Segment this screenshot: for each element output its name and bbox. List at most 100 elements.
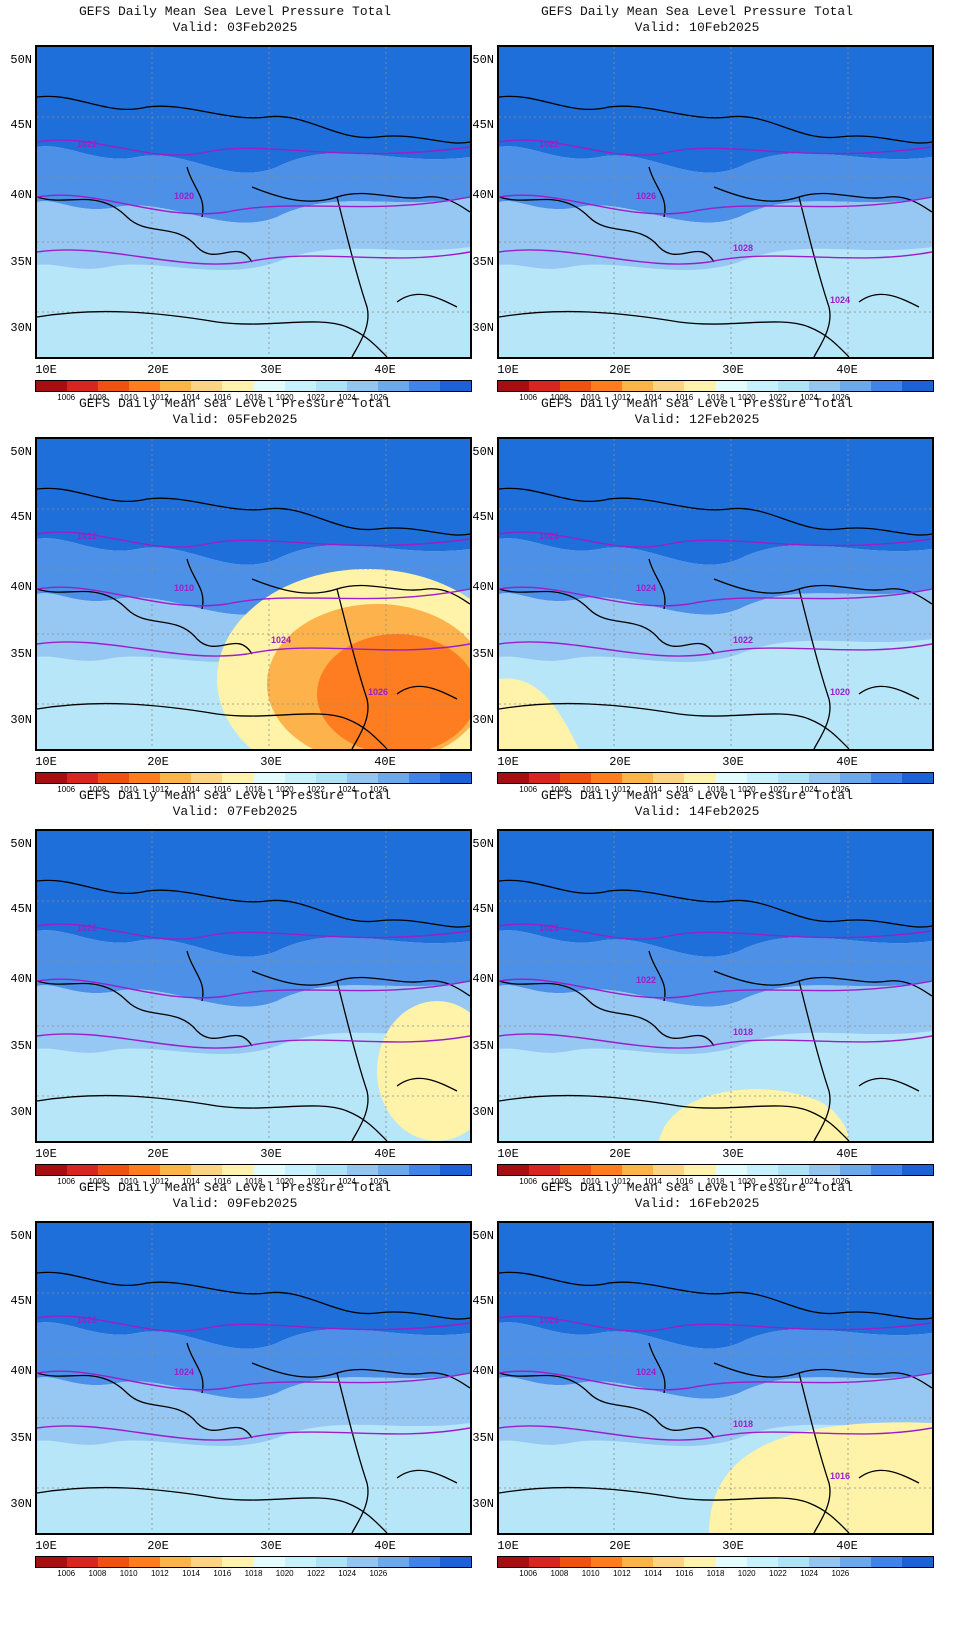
longitude-label: 40E — [374, 363, 396, 377]
longitude-label: 10E — [35, 363, 57, 377]
latitude-label: 40N — [10, 580, 32, 594]
colorbar-segment — [98, 381, 130, 391]
latitude-label: 50N — [472, 837, 494, 851]
map-panel: GEFS Daily Mean Sea Level Pressure Total… — [0, 784, 472, 1186]
longitude-label: 40E — [836, 363, 858, 377]
colorbar-segment — [191, 773, 223, 783]
colorbar-segment — [36, 773, 68, 783]
longitude-label: 20E — [609, 755, 631, 769]
latitude-label: 30N — [10, 321, 32, 335]
colorbar-segment — [591, 773, 623, 783]
latitude-label: 30N — [472, 1497, 494, 1511]
colorbar-segment — [591, 1557, 623, 1567]
panel-title: GEFS Daily Mean Sea Level Pressure Total — [78, 4, 392, 19]
colorbar — [35, 772, 472, 784]
latitude-label: 40N — [472, 1364, 494, 1378]
colorbar-segment — [902, 381, 934, 391]
colorbar-label: 1010 — [119, 393, 138, 402]
colorbar-segment — [839, 773, 871, 783]
latitude-label: 30N — [10, 1497, 32, 1511]
isobar-label: 1020 — [174, 191, 194, 201]
colorbar-segment — [98, 1557, 130, 1567]
colorbar-segment — [315, 1165, 347, 1175]
map-area: 1026 — [35, 829, 472, 1143]
colorbar-label: 1014 — [182, 393, 200, 402]
isobar-label: 1022 — [77, 139, 97, 149]
colorbar-segment — [746, 1165, 778, 1175]
latitude-label: 50N — [10, 53, 32, 67]
colorbar-label: 1014 — [644, 393, 662, 402]
colorbar-segment — [284, 1557, 316, 1567]
latitude-label: 50N — [10, 1229, 32, 1243]
colorbar-segment — [560, 381, 592, 391]
colorbar-segment — [160, 773, 192, 783]
colorbar — [497, 1556, 934, 1568]
colorbar-label: 1016 — [675, 393, 694, 402]
latitude-label: 40N — [10, 972, 32, 986]
colorbar-segment — [377, 1557, 409, 1567]
isobar-label: 1026 — [539, 923, 559, 933]
colorbar-label: 1024 — [800, 1569, 819, 1578]
panel-valid-date: Valid: 16Feb2025 — [634, 1196, 760, 1211]
colorbar-segment — [160, 1557, 192, 1567]
colorbar-segment — [346, 1165, 378, 1175]
map-area: 1026 1024 — [35, 1221, 472, 1535]
colorbar-segment — [591, 1165, 623, 1175]
colorbar-label: 1018 — [244, 1569, 263, 1578]
latitude-label: 50N — [472, 445, 494, 459]
colorbar-label: 1026 — [369, 785, 388, 794]
longitude-label: 40E — [374, 1539, 396, 1553]
isobar-label: 1024 — [271, 635, 291, 645]
colorbar-segment — [67, 773, 99, 783]
colorbar-segment — [191, 1165, 223, 1175]
colorbar-segment — [498, 1557, 530, 1567]
colorbar-segment — [529, 1557, 561, 1567]
colorbar-segment — [622, 381, 654, 391]
colorbar-label: 1008 — [88, 393, 107, 402]
isobar-label: 1010 — [174, 583, 194, 593]
panel-valid-date: Valid: 14Feb2025 — [634, 804, 760, 819]
latitude-label: 30N — [10, 1105, 32, 1119]
colorbar-label: 1008 — [550, 1177, 569, 1186]
colorbar-segment — [440, 1557, 472, 1567]
colorbar-label: 1012 — [150, 1569, 169, 1578]
colorbar-segment — [529, 381, 561, 391]
colorbar-segment — [715, 381, 747, 391]
colorbar-label: 1020 — [737, 393, 756, 402]
colorbar-segment — [777, 1557, 809, 1567]
longitude-label: 30E — [260, 1539, 282, 1553]
colorbar-label: 1016 — [213, 785, 232, 794]
isobar-label: 1026 — [77, 923, 97, 933]
colorbar-segment — [129, 773, 161, 783]
colorbar-segment — [902, 1165, 934, 1175]
colorbar-segment — [129, 381, 161, 391]
colorbar-label: 1022 — [307, 785, 325, 794]
isobar-label: 1026 — [368, 687, 388, 697]
colorbar-segment — [253, 1557, 285, 1567]
pressure-map: 1026 1024 1022 1020 — [499, 439, 932, 749]
colorbar-label: 1020 — [737, 1569, 756, 1578]
longitude-label: 40E — [836, 1147, 858, 1161]
latitude-label: 30N — [472, 713, 494, 727]
colorbar-label: 1012 — [612, 785, 631, 794]
colorbar-segment — [684, 381, 716, 391]
colorbar — [497, 1164, 934, 1176]
colorbar-segment — [98, 773, 130, 783]
isobar-label: 1022 — [539, 139, 559, 149]
colorbar-segment — [408, 773, 441, 783]
colorbar-segment — [408, 1557, 441, 1567]
colorbar-label: 1024 — [800, 393, 819, 402]
colorbar-segment — [777, 381, 809, 391]
latitude-label: 35N — [10, 647, 32, 661]
pressure-map: 1022 1026 1028 1024 — [499, 47, 932, 357]
colorbar-segment — [870, 381, 903, 391]
colorbar-segment — [808, 1165, 840, 1175]
colorbar-label: 1014 — [644, 1569, 662, 1578]
colorbar-label: 1016 — [213, 393, 232, 402]
longitude-label: 40E — [374, 1147, 396, 1161]
panel-title: GEFS Daily Mean Sea Level Pressure Total — [78, 1180, 392, 1195]
colorbar-segment — [284, 1165, 316, 1175]
pressure-map: 1022 1020 — [37, 47, 470, 357]
colorbar-segment — [129, 1557, 161, 1567]
longitude-label: 10E — [497, 363, 519, 377]
